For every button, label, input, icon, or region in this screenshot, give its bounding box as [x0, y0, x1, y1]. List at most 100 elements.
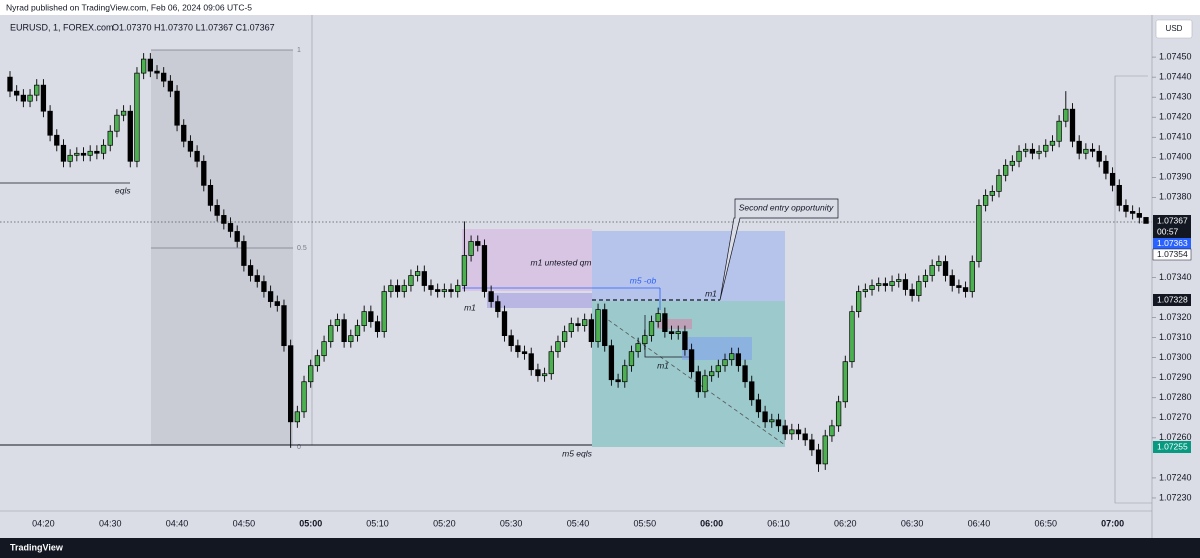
candle-body — [468, 241, 474, 256]
candle-body — [308, 365, 314, 383]
candle-body — [421, 271, 427, 286]
x-tick-label: 05:10 — [366, 518, 389, 528]
candle-body — [127, 110, 133, 162]
candle-body — [401, 285, 407, 292]
candle-body — [1096, 150, 1102, 162]
price-axis: 1.07450 1.07440 1.07430 1.07420 1.07410 1.074… — [32, 51, 1191, 528]
green-price: 1.07255 — [1157, 441, 1188, 451]
candle-body — [1023, 148, 1029, 152]
y-tick-label: 1.07270 — [1159, 412, 1192, 422]
candle-body — [1056, 120, 1062, 142]
candle-body — [729, 353, 735, 361]
top-bar — [0, 0, 1200, 15]
candle-body — [475, 241, 481, 246]
candle-body — [1143, 217, 1149, 224]
candle-body — [809, 439, 815, 451]
eqls-label: eqls — [115, 185, 131, 195]
candle-body — [254, 275, 260, 282]
qm-label: m1 untested qm — [531, 257, 592, 267]
candle-body — [501, 311, 508, 336]
candle-body — [80, 152, 87, 156]
x-tick-label: 07:00 — [1101, 518, 1124, 528]
candle-body — [622, 365, 628, 383]
candle-body — [515, 345, 521, 353]
candle-body — [762, 411, 768, 423]
candle-body — [134, 72, 140, 162]
candle-body — [408, 275, 414, 286]
candle-body — [508, 335, 514, 347]
price-tags: 1.07367 00:57 1.07363 1.07354 1.07328 1.… — [1152, 215, 1192, 453]
countdown: 00:57 — [1157, 226, 1179, 236]
candle-body — [428, 285, 434, 290]
candle-body — [227, 223, 234, 232]
candle-body — [535, 369, 541, 377]
currency[interactable]: USD — [1166, 24, 1183, 33]
m1-label: m1 — [657, 360, 669, 370]
candle-body — [328, 325, 334, 343]
candle-body — [20, 94, 27, 102]
range-bracket — [1114, 75, 1152, 504]
callout — [719, 198, 839, 301]
candle-body — [695, 371, 701, 393]
bottom-bar — [0, 538, 1200, 558]
candle-body — [1029, 148, 1036, 154]
candle-body — [956, 285, 962, 288]
y-tick-label: 1.07430 — [1159, 92, 1192, 102]
candle-body — [942, 261, 949, 276]
candle-body — [936, 261, 942, 266]
candle-body — [561, 331, 568, 343]
candle-body — [588, 319, 595, 343]
candle-body — [435, 289, 441, 292]
candle-body — [94, 150, 100, 154]
candle-body — [201, 160, 207, 186]
candle-body — [1036, 150, 1042, 154]
candle-body — [181, 124, 187, 142]
candle-body — [281, 305, 287, 347]
x-tick-label: 06:10 — [767, 518, 790, 528]
candle-body — [34, 84, 40, 96]
candle-body — [1136, 213, 1142, 218]
candle-body — [381, 291, 387, 332]
candle-body — [769, 419, 775, 423]
candle-body — [288, 345, 294, 423]
candle-body — [374, 321, 381, 332]
candle-body — [394, 285, 401, 292]
currency-box[interactable] — [1155, 19, 1193, 39]
candle-body — [896, 279, 902, 282]
candle-body — [54, 134, 60, 146]
candle-body — [675, 331, 681, 334]
candle-body — [849, 311, 855, 363]
x-tick-label: 04:30 — [99, 518, 122, 528]
candle-body — [1049, 140, 1056, 146]
callout-label: Second entry opportunity — [739, 202, 834, 212]
candle-body — [388, 285, 394, 292]
y-tick-label: 1.07400 — [1159, 152, 1192, 162]
candle-body — [982, 195, 989, 206]
m1-label: m1 — [464, 302, 476, 312]
y-tick-label: 1.07420 — [1159, 112, 1192, 122]
candle-body — [174, 90, 180, 126]
candle-body — [628, 351, 635, 367]
candle-body — [822, 435, 828, 465]
x-tick-label: 05:00 — [299, 518, 322, 528]
countdown-tag — [1153, 227, 1191, 238]
fib-label: 1 — [297, 47, 301, 54]
candle-body — [261, 281, 267, 292]
candle-body — [100, 144, 107, 154]
candle-body — [962, 287, 969, 292]
candle-body — [488, 291, 494, 302]
candle-body — [341, 319, 347, 343]
white-price: 1.07354 — [1157, 249, 1188, 259]
y-tick-label: 1.07320 — [1159, 312, 1192, 322]
candle-body — [1076, 140, 1082, 154]
x-tick-label: 04:40 — [166, 518, 189, 528]
candle-body — [869, 285, 875, 290]
candle-body — [608, 345, 615, 381]
candle-body — [441, 289, 448, 292]
candle-body — [582, 319, 588, 326]
candle-body — [1016, 150, 1022, 162]
candle-body — [1003, 164, 1009, 176]
candle-body — [274, 301, 280, 306]
candle-body — [87, 150, 93, 156]
